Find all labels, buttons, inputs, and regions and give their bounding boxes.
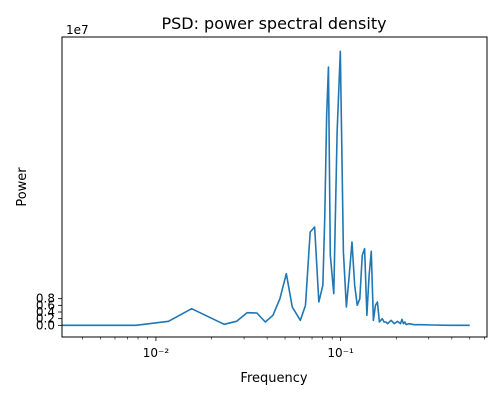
chart-title: PSD: power spectral density <box>161 14 386 33</box>
x-axis-label: Frequency <box>240 371 307 386</box>
y-offset-label: 1e7 <box>66 23 89 37</box>
x-tick-label: 10⁻¹ <box>327 346 354 360</box>
y-tick-label: 0.8 <box>36 292 55 306</box>
x-tick-label: 10⁻² <box>143 346 170 360</box>
y-tick-label: 0.2 <box>36 312 55 326</box>
psd-series-line <box>62 50 470 327</box>
y-axis-label: Power <box>15 167 30 207</box>
y-tick-label: 0.4 <box>36 305 55 319</box>
y-tick-label: 0.0 <box>36 318 55 332</box>
plot-frame <box>61 36 488 338</box>
y-tick-label: 0.6 <box>36 298 55 312</box>
